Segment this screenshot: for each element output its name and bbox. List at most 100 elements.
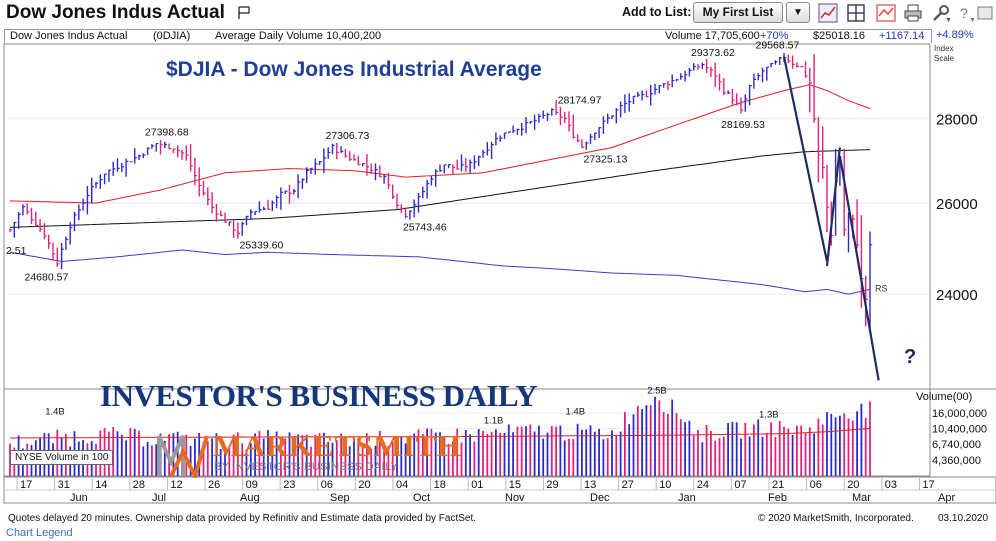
info-price: $25018.16 [813,30,865,42]
price-bar [766,66,769,81]
price-bar [710,66,714,77]
nyse-volume-label: NYSE Volume in 100 [10,450,114,465]
price-bar [232,219,236,238]
x-day-label: 06 [321,479,333,491]
price-bar [688,67,692,77]
price-bar [215,203,219,222]
info-avg-volume: Average Daily Volume 10,400,200 [215,30,382,42]
x-month-label: Jul [152,492,166,504]
info-pct-change: +4.89% [936,29,974,41]
chart-legend-link[interactable]: Chart Legend [6,527,73,539]
grid-icon[interactable] [846,3,866,23]
price-bar [813,54,817,123]
symbol-title: Dow Jones Indus Actual [6,2,225,23]
price-annotation: 25339.60 [240,239,284,251]
price-bar [43,223,47,240]
price-bar [718,73,722,91]
volume-ma-line [10,428,871,439]
price-bar [409,210,413,220]
line-chart-icon[interactable] [818,3,838,23]
price-bar [181,149,185,160]
price-bar [512,125,516,134]
print-icon[interactable] [903,3,923,23]
x-month-label: Nov [505,492,525,504]
price-bar [366,154,370,176]
more-icon[interactable] [976,3,996,23]
list-dropdown-button[interactable]: ▼ [786,2,810,23]
x-month-label: Sep [330,492,350,504]
y-scale-label: Scale [934,54,955,63]
price-bar [508,131,511,134]
price-bar [280,187,284,210]
svg-text:▼: ▼ [945,17,951,23]
price-bar [228,221,232,226]
volume-annotation: 1.4B [45,407,65,418]
x-day-label: 10 [659,479,671,491]
chevron-down-icon: ▼ [793,7,803,18]
price-bar [30,207,34,225]
moving-average-lines [9,84,871,295]
svg-text:▼: ▼ [969,17,976,23]
price-bar [658,84,662,94]
price-bar [323,148,327,174]
price-bar [447,163,451,169]
y-tick-label: 28000 [936,112,978,129]
price-bar [598,127,602,139]
price-annotation: 27325.13 [584,153,628,165]
price-bar [723,78,726,96]
price-bar [585,141,589,150]
price-bar [740,97,744,114]
price-bar [374,163,378,181]
price-bar [392,184,395,199]
alert-chart-icon[interactable] [876,3,896,23]
price-bar [383,174,387,184]
price-bar [250,209,253,220]
price-bar [48,234,51,249]
price-bar [435,169,438,187]
tools-icon[interactable]: ▼ [931,3,951,23]
volume-tick-label: 16,000,000 [932,408,987,420]
price-bar [331,143,335,155]
x-day-label: 20 [358,479,370,491]
help-icon[interactable]: ? ▼ [956,3,976,23]
price-bar [736,93,739,106]
price-bar [211,192,215,214]
price-bar [632,95,636,105]
price-bar [482,149,486,158]
price-bar [361,163,365,167]
x-day-label: 14 [95,479,107,491]
price-bar [456,159,460,170]
price-bar [680,73,683,80]
price-bar [546,112,550,121]
price-bar [237,222,241,239]
price-bar [73,211,77,232]
price-bar [422,186,425,199]
price-bar [133,148,137,164]
price-bar [146,147,150,155]
ibd-logo: INVESTOR'S BUSINESS DAILY [100,378,538,413]
volume-annotation: 1.3B [759,409,779,420]
price-bar [430,175,434,186]
price-bar [473,155,477,170]
price-bar [611,115,615,120]
price-bar [693,63,696,71]
price-bar [555,100,559,116]
price-bar [822,126,825,179]
price-bar [95,181,99,189]
price-bar [65,236,69,250]
flag-icon[interactable] [238,6,250,20]
chart-title: $DJIA - Dow Jones Industrial Average [166,58,542,81]
price-bar [396,193,400,209]
price-bar [168,143,172,150]
list-select[interactable]: My First List [693,2,783,23]
price-bar [52,242,56,261]
price-bar [284,190,288,194]
price-bar [787,54,791,63]
x-day-label: 29 [546,479,558,491]
price-bar [779,56,782,65]
price-bar [288,184,292,204]
price-bar [387,172,391,189]
info-volume: Volume 17,705,600 [665,30,760,42]
